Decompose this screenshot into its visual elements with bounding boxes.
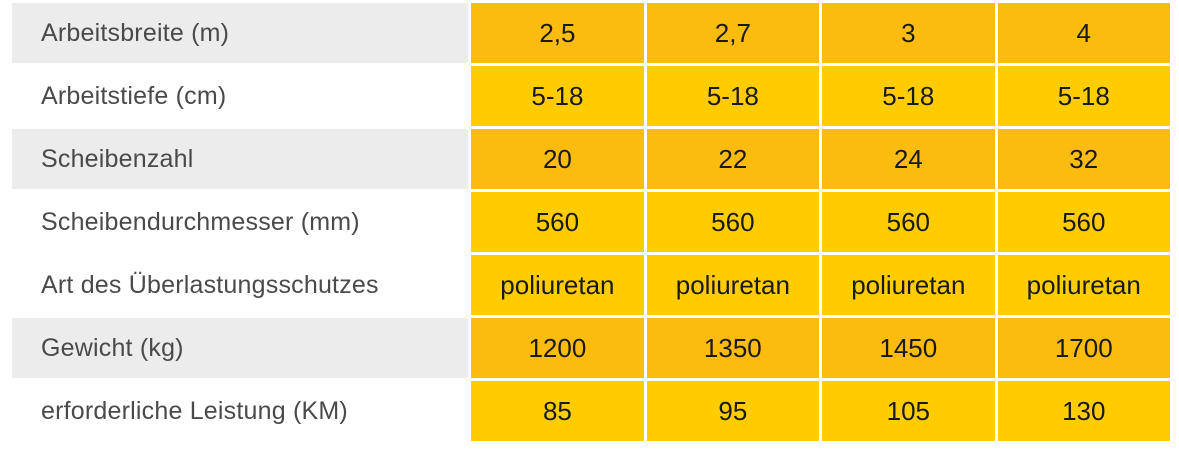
cell-value: 1450 [819, 318, 995, 381]
row-label: Scheibendurchmesser (mm) [12, 192, 469, 255]
cell-value: 130 [994, 381, 1170, 441]
table-row-leistung: erforderliche Leistung (KM) 85 95 105 13… [12, 381, 1170, 441]
cell-value: 560 [468, 192, 644, 255]
table-row-scheibenzahl: Scheibenzahl 20 22 24 32 [12, 129, 1170, 192]
table-row-gewicht: Gewicht (kg) 1200 1350 1450 1700 [12, 318, 1170, 381]
cell-value: 1700 [994, 318, 1170, 381]
cell-value: 3 [819, 3, 995, 66]
table-row-scheibendurchmesser: Scheibendurchmesser (mm) 560 560 560 560 [12, 192, 1170, 255]
cell-value: 560 [643, 192, 820, 255]
cell-value: 2,7 [643, 3, 820, 66]
cell-value: 22 [643, 129, 820, 192]
cell-value: 5-18 [468, 66, 644, 129]
cell-value: 5-18 [643, 66, 820, 129]
cell-value: 32 [994, 129, 1170, 192]
cell-value: 105 [819, 381, 995, 441]
row-label: Arbeitsbreite (m) [12, 3, 469, 66]
cell-value: 1350 [643, 318, 820, 381]
cell-value: 560 [819, 192, 995, 255]
cell-value: poliuretan [994, 255, 1170, 318]
cell-value: 85 [468, 381, 644, 441]
row-label: erforderliche Leistung (KM) [12, 381, 469, 441]
cell-value: 5-18 [819, 66, 995, 129]
cell-value: poliuretan [643, 255, 820, 318]
cell-value: 4 [994, 3, 1170, 66]
table-row-arbeitstiefe: Arbeitstiefe (cm) 5-18 5-18 5-18 5-18 [12, 66, 1170, 129]
cell-value: poliuretan [468, 255, 644, 318]
cell-value: 2,5 [468, 3, 644, 66]
cell-value: 5-18 [994, 66, 1170, 129]
cell-value: 20 [468, 129, 644, 192]
row-label: Gewicht (kg) [12, 318, 469, 381]
cell-value: 95 [643, 381, 820, 441]
cell-value: 560 [994, 192, 1170, 255]
cell-value: poliuretan [819, 255, 995, 318]
row-label: Scheibenzahl [12, 129, 469, 192]
table-row-arbeitsbreite: Arbeitsbreite (m) 2,5 2,7 3 4 [12, 3, 1170, 66]
cell-value: 24 [819, 129, 995, 192]
table-row-ueberlastungsschutz: Art des Überlastungsschutzes poliuretan … [12, 255, 1170, 318]
row-label: Arbeitstiefe (cm) [12, 66, 469, 129]
specifications-table: Arbeitsbreite (m) 2,5 2,7 3 4 Arbeitstie… [12, 3, 1170, 441]
cell-value: 1200 [468, 318, 644, 381]
row-label: Art des Überlastungsschutzes [12, 255, 469, 318]
